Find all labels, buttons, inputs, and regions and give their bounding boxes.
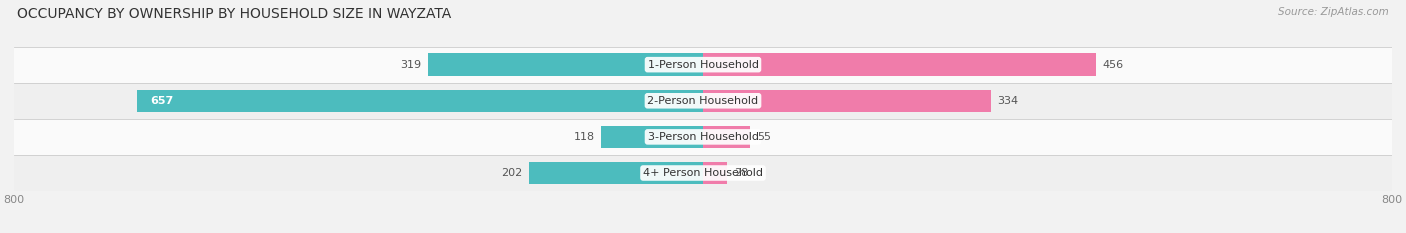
Bar (602, 126, 703, 148)
Bar (703, 126, 751, 148)
Text: 202: 202 (501, 168, 522, 178)
Text: 118: 118 (574, 132, 595, 142)
Bar (703, 53, 1095, 76)
Bar (14, 47, 1392, 83)
Bar (703, 162, 727, 184)
Bar (529, 162, 703, 184)
Text: 456: 456 (1102, 60, 1123, 70)
Text: 4+ Person Household: 4+ Person Household (643, 168, 763, 178)
Bar (138, 89, 703, 112)
Text: 3-Person Household: 3-Person Household (648, 132, 758, 142)
Text: 1-Person Household: 1-Person Household (648, 60, 758, 70)
Text: 334: 334 (997, 96, 1018, 106)
Text: 28: 28 (734, 168, 748, 178)
Text: 55: 55 (758, 132, 772, 142)
Bar (14, 155, 1392, 191)
Bar (14, 119, 1392, 155)
Bar (14, 83, 1392, 119)
Bar (429, 53, 703, 76)
Text: 2-Person Household: 2-Person Household (647, 96, 759, 106)
Bar (703, 89, 991, 112)
Text: Source: ZipAtlas.com: Source: ZipAtlas.com (1278, 7, 1389, 17)
Text: OCCUPANCY BY OWNERSHIP BY HOUSEHOLD SIZE IN WAYZATA: OCCUPANCY BY OWNERSHIP BY HOUSEHOLD SIZE… (17, 7, 451, 21)
Text: 657: 657 (150, 96, 173, 106)
Text: 319: 319 (401, 60, 422, 70)
